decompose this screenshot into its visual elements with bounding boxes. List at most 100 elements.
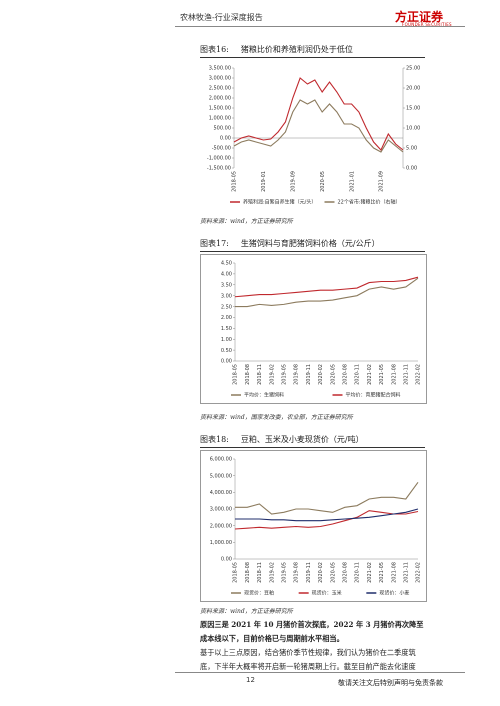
paragraph: 原因三是 2021 年 10 月猪价首次探底，2022 年 3 月猪价再次降至成…: [200, 620, 424, 643]
y2-tick-label: 20.00: [406, 86, 420, 92]
x-tick-label: 2020-08: [343, 364, 349, 385]
y2-tick-label: 0.00: [406, 166, 417, 172]
y-tick-label: -500.00: [212, 146, 231, 152]
data-line: [234, 510, 419, 530]
x-tick-label: 2020-11: [355, 562, 361, 583]
figure-caption: 猪粮比价和养殖利润仍处于低位: [240, 45, 353, 54]
figure-title: 图表18: 豆粕、玉米及小麦现货价（元/吨）: [200, 434, 425, 448]
x-tick-label: 2020-11: [355, 364, 361, 385]
x-tick-label: 2018-11: [257, 364, 263, 385]
logo-subtitle: FOUNDER SECURITIES: [402, 22, 452, 27]
figure-label: 图表17:: [200, 239, 229, 248]
y-tick-label: 3.00: [221, 293, 232, 299]
y-tick-label: 2,000.00: [210, 523, 232, 529]
y-tick-label: 6,000.00: [210, 457, 232, 463]
chart: -1,500.00 -1,000.00 -500.00 0.00 500.00 1,000…: [207, 66, 420, 206]
figure-label: 图表16:: [200, 45, 229, 54]
header-rule: [175, 26, 465, 27]
y-tick-label: 2,000.00: [209, 96, 231, 102]
y2-tick-label: 5.00: [406, 146, 417, 152]
legend-label: 平均价：育肥猪配合饲料: [346, 392, 401, 399]
y-tick-label: 500.00: [214, 126, 232, 132]
x-tick-label: 2019-02: [269, 562, 275, 583]
x-tick-label: 2018-05: [232, 171, 238, 192]
y-tick-label: 4.00: [221, 272, 232, 278]
y-tick-label: 4,000.00: [210, 490, 232, 496]
figure-title: 图表16: 猪粮比价和养殖利润仍处于低位: [200, 44, 425, 58]
disclaimer: 敬请关注文后特别声明与免责条款: [338, 679, 443, 687]
x-tick-label: 2019-01: [261, 171, 267, 192]
x-tick-label: 2021-08: [391, 364, 397, 385]
x-tick-label: 2021-08: [391, 562, 397, 583]
x-tick-label: 2022-02: [416, 364, 422, 385]
x-tick-label: 2021-02: [367, 364, 373, 385]
y-tick-label: 1,000.00: [209, 116, 231, 122]
figure-label: 图表18:: [200, 435, 229, 444]
y-tick-label: 5,000.00: [210, 473, 232, 479]
y-tick-label: 3,000.00: [209, 76, 231, 82]
figure-source: 资料来源：wind，方正证券研究所: [200, 218, 293, 225]
x-tick-label: 2019-11: [306, 562, 312, 583]
data-line: [235, 482, 419, 515]
legend-label: 22个省市:猪粮比价（右轴）: [338, 199, 401, 206]
data-line: [233, 99, 404, 153]
x-tick-label: 2021-09: [379, 171, 385, 192]
y2-tick-label: 25.00: [406, 66, 420, 72]
y-tick-label: 3,000.00: [210, 507, 232, 513]
x-tick-label: 2021-11: [404, 364, 410, 385]
data-line: [235, 277, 419, 308]
x-tick-label: 2018-08: [245, 364, 251, 385]
y-tick-label: 3.50: [221, 282, 232, 288]
x-tick-label: 2021-02: [367, 562, 373, 583]
y-tick-label: 1,000.00: [210, 540, 232, 546]
y-tick-label: 0.00: [220, 136, 231, 142]
y2-tick-label: 15.00: [406, 106, 420, 112]
data-line: [235, 508, 419, 522]
x-tick-label: 2020-05: [330, 562, 336, 583]
x-tick-label: 2019-05: [282, 562, 288, 583]
chart: 0.00 1,000.00 2,000.00 3,000.00 4,000.00 5,00…: [200, 450, 427, 602]
x-tick-label: 2020-02: [318, 364, 324, 385]
x-tick-label: 2018-08: [245, 562, 251, 583]
x-tick-label: 2021-05: [379, 364, 385, 385]
data-line: [234, 276, 419, 298]
y2-tick-label: 10.00: [406, 126, 420, 132]
x-tick-label: 2018-05: [233, 562, 239, 583]
legend-label: 现货价：小麦: [379, 590, 409, 597]
x-tick-label: 2020-02: [318, 562, 324, 583]
y-tick-label: 2.50: [221, 304, 232, 310]
y-tick-label: 0.50: [221, 348, 232, 354]
x-tick-label: 2020-08: [343, 562, 349, 583]
y-tick-label: 2.00: [221, 315, 232, 321]
header-title: 农林牧渔-行业深度报告: [180, 13, 263, 22]
logo: 方正证券: [395, 10, 444, 24]
legend-label: 现货价：玉米: [312, 590, 342, 597]
y-tick-label: 3,500.00: [209, 66, 231, 72]
x-tick-label: 2022-02: [416, 562, 422, 583]
page-number: 12: [246, 676, 255, 684]
x-tick-label: 2021-11: [404, 562, 410, 583]
x-tick-label: 2019-08: [294, 562, 300, 583]
y-tick-label: -1,000.00: [207, 156, 231, 162]
x-tick-label: 2019-02: [269, 364, 275, 385]
y-tick-label: 0.00: [221, 359, 232, 365]
y-tick-label: 1.00: [221, 337, 232, 343]
x-tick-label: 2019-05: [282, 364, 288, 385]
x-tick-label: 2020-05: [320, 171, 326, 192]
footer-rule: [175, 672, 465, 673]
x-tick-label: 2018-11: [257, 562, 263, 583]
y-tick-label: 4.50: [221, 261, 232, 267]
x-tick-label: 2018-05: [233, 364, 239, 385]
x-tick-label: 2020-05: [330, 364, 336, 385]
figure-title: 图表17: 生猪饲料与育肥猪饲料价格（元/公斤）: [200, 238, 425, 252]
x-tick-label: 2019-08: [294, 364, 300, 385]
legend-label: 现货价：豆粕: [244, 590, 274, 597]
figure-source: 资料来源：wind，国家发改委，农业部，方正证券研究所: [200, 414, 353, 421]
y-tick-label: 2,500.00: [209, 86, 231, 92]
legend-label: 养殖利润:自繁自养生猪（元/头）: [243, 199, 316, 206]
data-line: [233, 77, 404, 151]
y-tick-label: 1.50: [221, 326, 232, 332]
figure-caption: 生猪饲料与育肥猪饲料价格（元/公斤）: [240, 239, 380, 248]
chart: 0.00 0.50 1.00 1.50 2.00 2.50 3.00 3.50 4.00 4.50…: [200, 254, 427, 404]
